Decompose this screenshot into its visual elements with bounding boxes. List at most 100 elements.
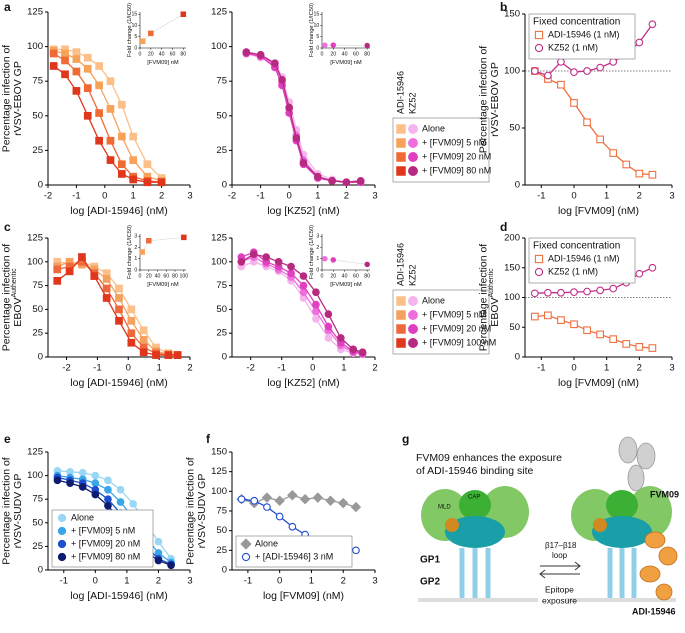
marker (61, 70, 69, 79)
marker (350, 501, 362, 513)
panel-labels: a b c d e f g (4, 0, 507, 446)
x-tick-label: 80 (364, 51, 370, 57)
marker (557, 316, 565, 324)
y-axis-label-line: Fold change (1/IC50) (309, 225, 315, 279)
fvm09-antibody (618, 436, 656, 492)
x-tick-label: 40 (159, 51, 165, 57)
diagram-label: CAP (468, 495, 480, 501)
gp1-core (592, 516, 652, 548)
marker (53, 265, 62, 274)
legend-swatch (534, 30, 544, 40)
y-axis-label: Percentage infection ofrVSV-EBOV GP (477, 46, 501, 153)
x-tick-label: -1 (537, 191, 545, 202)
x-tick-label: 1 (131, 191, 136, 202)
y-axis-label-line: Percentage infection of (0, 244, 12, 351)
legend-swatch (396, 338, 406, 348)
legend-box (235, 535, 353, 568)
y-tick-label: 75 (216, 506, 227, 517)
membrane (418, 598, 538, 602)
x-tick-label: -1 (93, 363, 101, 374)
marker (285, 103, 294, 112)
marker (154, 556, 163, 565)
marker (129, 132, 138, 141)
panel-label: e (4, 432, 11, 446)
legend-swatch (534, 254, 544, 264)
marker (324, 310, 333, 319)
legend-label: + [FVM09] 100 nM (422, 337, 496, 347)
marker (106, 105, 115, 113)
legend-header: KZ52 (407, 92, 417, 114)
marker (530, 312, 539, 321)
legend-swatch (396, 296, 406, 306)
marker (609, 335, 618, 344)
marker (312, 288, 320, 297)
marker (263, 503, 271, 511)
x-tick-label: 60 (353, 273, 359, 279)
x-tick-label: 40 (342, 51, 348, 57)
marker (596, 286, 604, 295)
marker (583, 287, 591, 296)
y-tick-label: 100 (211, 41, 227, 52)
legend-swatch (534, 43, 544, 53)
marker (299, 493, 311, 505)
y-axis-label-line: rVSV-SUDV GP (12, 474, 24, 549)
y-tick-label: 50 (32, 304, 43, 315)
x-tick-label: -1 (278, 363, 286, 374)
y-axis-label: Fold change (1/IC50) (127, 225, 133, 279)
marker (648, 344, 657, 352)
marker (104, 476, 112, 485)
y-tick-label: 0 (38, 352, 43, 363)
marker (249, 250, 258, 259)
legend-swatch (408, 152, 418, 162)
legend-swatch (396, 324, 406, 334)
x-axis-label: log [ADI-15946] (nM) (70, 377, 167, 389)
epitope (445, 518, 459, 532)
marker (102, 294, 111, 302)
legend-swatch (57, 526, 67, 536)
legend-label: + [ADI-15946] 3 nM (255, 551, 333, 561)
x-axis-label: [FVM09] nM (147, 60, 179, 66)
y-tick-label: 25 (216, 145, 227, 156)
x-tick-label: 80 (172, 273, 178, 279)
y-tick-label: 100 (27, 470, 43, 481)
marker (274, 257, 283, 266)
y-tick-label: 5 (316, 34, 319, 40)
x-tick-label: 1 (341, 363, 346, 374)
y-tick-label: 0 (316, 45, 319, 51)
y-tick-label: 75 (216, 280, 227, 291)
marker (596, 63, 604, 72)
legend-swatch (408, 124, 418, 134)
marker (609, 149, 618, 157)
marker (127, 338, 136, 347)
diagram-label: β17–β18 (545, 541, 577, 550)
y-tick-label: 75 (32, 280, 43, 291)
x-tick-label: -1 (256, 191, 264, 202)
marker (352, 546, 360, 555)
x-tick-label: 1 (124, 576, 129, 587)
legend-label: Alone (422, 123, 445, 133)
x-tick-label: 20 (148, 51, 154, 57)
marker (635, 269, 644, 278)
marker (78, 468, 87, 477)
y-tick-label: 50 (509, 123, 520, 134)
y-axis-label: Percentage infection ofrVSV-SUDV GP (0, 457, 24, 564)
fit-line (53, 52, 162, 183)
marker (312, 300, 320, 309)
y-tick-label: 25 (216, 545, 227, 556)
y-axis-label-line: Fold change (1/IC50) (127, 225, 133, 279)
marker (180, 11, 187, 18)
y-tick-label: 125 (27, 233, 43, 244)
marker (288, 522, 297, 531)
x-tick-label: 40 (155, 273, 161, 279)
fit-line (53, 50, 162, 182)
legend-swatch (534, 267, 544, 277)
panel-label: d (500, 220, 507, 234)
marker (530, 67, 539, 75)
x-tick-label: 0 (321, 51, 324, 57)
marker (648, 20, 657, 29)
y-tick-label: 50 (32, 110, 43, 121)
x-tick-label: 1 (309, 576, 314, 587)
marker (330, 42, 337, 48)
marker (328, 176, 336, 185)
marker (324, 322, 333, 331)
